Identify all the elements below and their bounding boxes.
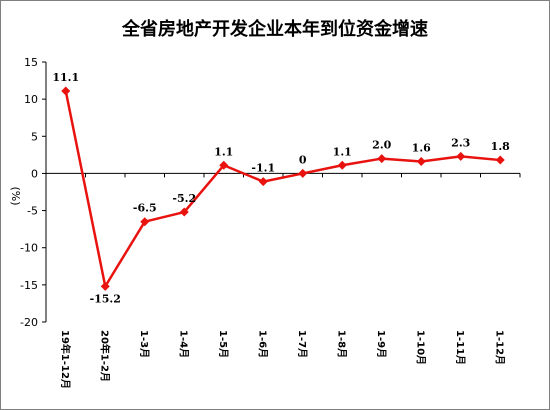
y-axis-label: (%) xyxy=(9,186,22,205)
axes: 15 10 5 0 -5 -10 -15 -20 19年1-12月 20年1-2月 1-3月 1-4月… xyxy=(20,56,521,389)
data-label: -6.5 xyxy=(133,202,157,215)
y-tick-label: 15 xyxy=(24,56,38,69)
data-point-marker xyxy=(456,151,466,161)
data-point-marker xyxy=(100,281,110,291)
y-tick-label: 10 xyxy=(24,93,38,106)
x-tick-label: 1-9月 xyxy=(375,330,387,358)
x-tick-label: 20年1-2月 xyxy=(98,330,111,382)
y-tick-label: -15 xyxy=(20,279,38,292)
data-point-marker xyxy=(377,154,387,164)
data-label: -1.1 xyxy=(251,162,275,175)
x-tick-label: 1-7月 xyxy=(296,330,308,358)
data-label: 1.1 xyxy=(214,145,233,158)
data-label: 1.1 xyxy=(333,145,352,158)
x-tick-label: 1-5月 xyxy=(217,330,229,358)
x-tick-label: 1-8月 xyxy=(335,330,347,358)
x-tick-label: 1-10月 xyxy=(414,330,426,365)
x-tick-label: 1-12月 xyxy=(493,330,505,365)
x-tick-label: 19年1-12月 xyxy=(59,330,72,389)
data-label: 2.0 xyxy=(372,139,391,152)
data-point-marker xyxy=(337,160,347,170)
series-line xyxy=(64,90,501,288)
data-point-marker xyxy=(140,217,150,227)
x-tick-label: 1-11月 xyxy=(454,330,466,365)
data-label: -15.2 xyxy=(90,292,121,305)
data-point-marker xyxy=(495,155,505,165)
data-labels: 11.1 -15.2 -6.5 -5.2 1.1 -1.1 0 1.1 2.0 1.6 2.3 1.8 xyxy=(52,71,510,305)
data-point-marker xyxy=(298,168,308,178)
y-tick-label: -20 xyxy=(20,316,38,329)
y-tick-label: -5 xyxy=(27,205,38,218)
y-tick-label: 0 xyxy=(31,167,38,180)
data-point-marker xyxy=(416,157,426,167)
data-label: 11.1 xyxy=(52,71,79,84)
data-label: 1.6 xyxy=(412,142,431,155)
y-tick-label: 5 xyxy=(31,130,38,143)
series-group xyxy=(61,86,505,291)
data-label: 2.3 xyxy=(451,136,470,149)
data-label: -5.2 xyxy=(172,192,196,205)
data-label: 0 xyxy=(299,153,307,166)
x-tick-label: 1-3月 xyxy=(138,330,150,358)
data-label: 1.8 xyxy=(491,140,510,153)
chart-title: 全省房地产开发企业本年到位资金增速 xyxy=(121,18,428,40)
data-point-marker xyxy=(179,207,189,217)
data-point-marker xyxy=(258,177,268,187)
data-point-marker xyxy=(61,86,71,96)
x-tick-label: 1-4月 xyxy=(177,330,189,358)
y-tick-label: -10 xyxy=(20,242,38,255)
x-tick-label: 1-6月 xyxy=(256,330,268,358)
data-point-marker xyxy=(219,160,229,170)
